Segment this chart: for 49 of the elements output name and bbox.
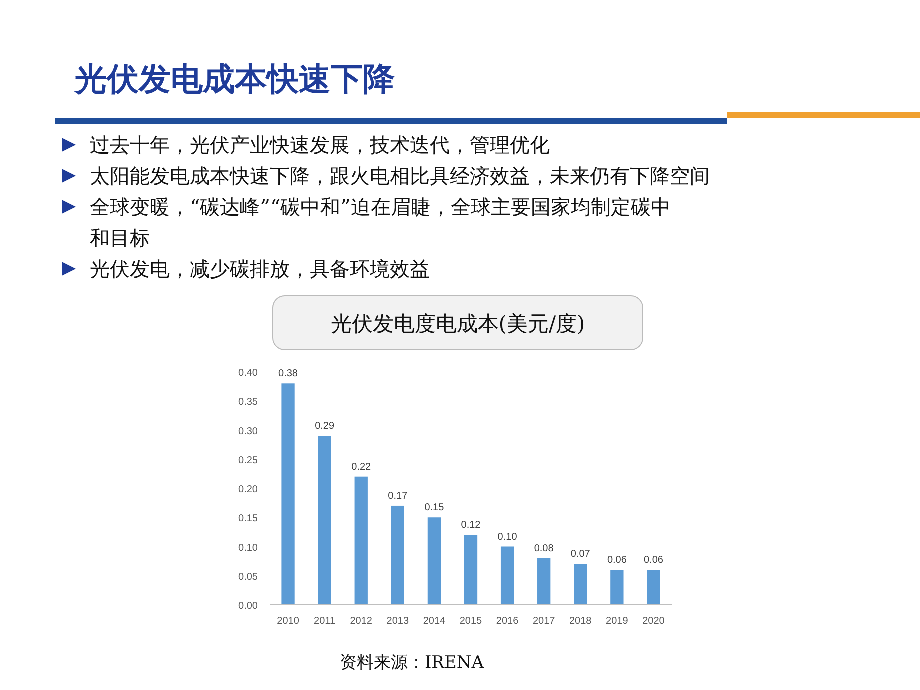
data-label: 0.06 bbox=[607, 555, 628, 566]
chart-subtitle: 光伏发电度电成本(美元/度) bbox=[330, 312, 586, 336]
data-label: 0.22 bbox=[352, 462, 372, 473]
x-tick-label: 2017 bbox=[532, 616, 556, 627]
x-tick-label: 2019 bbox=[606, 616, 629, 627]
bar bbox=[318, 436, 332, 605]
x-tick-label: 2015 bbox=[460, 616, 483, 627]
data-label: 0.29 bbox=[315, 421, 335, 432]
bar bbox=[354, 476, 368, 605]
data-label: 0.07 bbox=[570, 549, 591, 560]
text: 资料来源：IRENA bbox=[340, 653, 485, 673]
x-tick-label: 2018 bbox=[570, 616, 592, 627]
data-label: 0.12 bbox=[461, 520, 482, 532]
y-tick-label: 0.15 bbox=[238, 514, 258, 525]
bar bbox=[647, 570, 660, 605]
bar bbox=[500, 546, 514, 605]
text: 全球变暖，“碳达峰”“碳中和”迫在眉睫，全球主要国家均制定碳中和目标 bbox=[90, 195, 671, 250]
y-tick-label: 0.10 bbox=[238, 542, 258, 554]
text: 太阳能发电成本快速下降，跟火电相比具经济效益，未来仍有下降空间 bbox=[90, 164, 710, 188]
bar bbox=[538, 558, 551, 605]
data-label: 0.06 bbox=[644, 555, 664, 566]
y-tick-label: 0.35 bbox=[238, 397, 258, 408]
data-label: 0.15 bbox=[424, 502, 445, 514]
data-label: 0.17 bbox=[388, 490, 408, 502]
y-tick-label: 0.20 bbox=[238, 484, 258, 496]
data-label: 0.08 bbox=[534, 543, 554, 554]
x-tick-label: 2012 bbox=[350, 616, 373, 627]
bar bbox=[428, 518, 442, 605]
bar bbox=[574, 564, 588, 605]
y-tick-label: 0.40 bbox=[238, 368, 258, 379]
bar bbox=[282, 384, 295, 605]
x-tick-label: 2010 bbox=[277, 616, 300, 627]
y-tick-label: 0.25 bbox=[238, 455, 258, 466]
x-tick-label: 2013 bbox=[386, 616, 410, 627]
bar bbox=[464, 535, 478, 605]
text: 光伏发电，减少碳排放，具备环境效益 bbox=[90, 257, 430, 281]
bar bbox=[391, 506, 404, 605]
data-label: 0.10 bbox=[498, 532, 518, 543]
chart-title: 光伏发电成本快速下降 bbox=[73, 60, 395, 98]
y-tick-label: 0.00 bbox=[238, 601, 258, 612]
x-tick-label: 2020 bbox=[642, 616, 666, 627]
y-tick-label: 0.30 bbox=[238, 426, 258, 438]
data-label: 0.38 bbox=[278, 368, 298, 380]
bar bbox=[610, 570, 624, 605]
x-tick-label: 2016 bbox=[496, 616, 520, 627]
y-tick-label: 0.05 bbox=[238, 572, 258, 583]
text: 过去十年，光伏产业快速发展，技术迭代，管理优化 bbox=[90, 133, 550, 157]
x-tick-label: 2011 bbox=[314, 616, 336, 627]
x-tick-label: 2014 bbox=[423, 616, 446, 627]
